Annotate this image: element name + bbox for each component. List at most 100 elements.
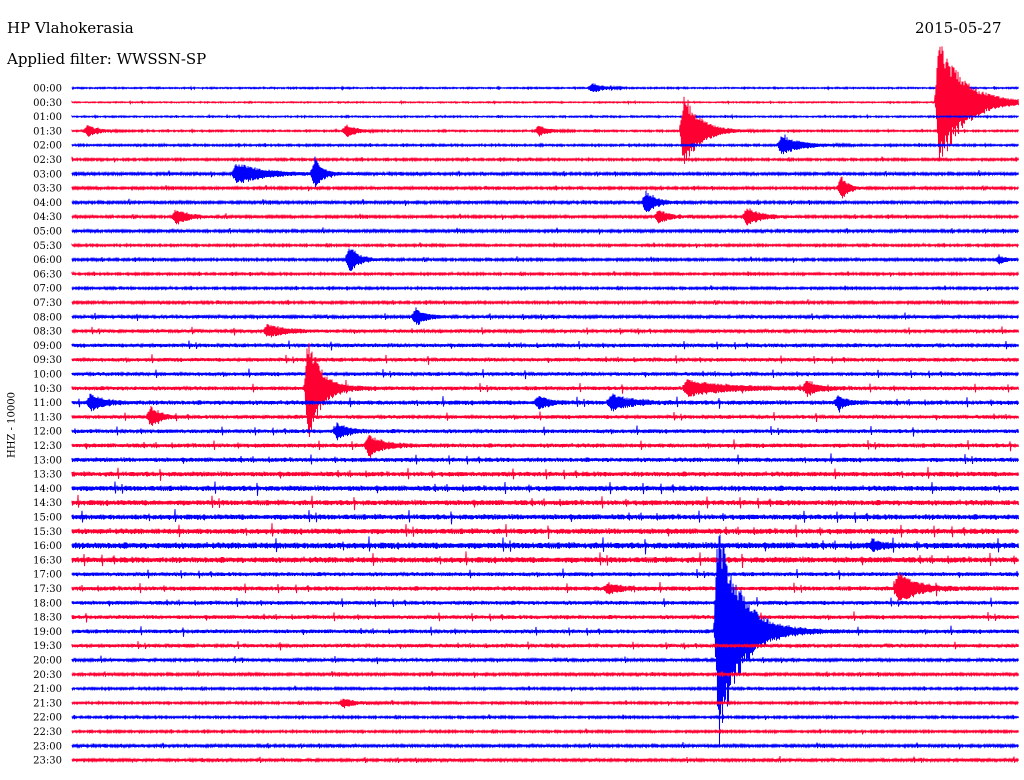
- time-label: 09:30: [33, 355, 62, 366]
- trace-row: [71, 568, 1019, 580]
- time-label: 20:30: [33, 670, 62, 681]
- time-label: 14:00: [33, 484, 62, 495]
- trace-row: [71, 523, 1019, 540]
- time-label: 13:00: [33, 455, 62, 466]
- time-label: 20:00: [33, 656, 62, 667]
- trace-row: [71, 756, 1019, 764]
- trace-row: [71, 536, 1019, 555]
- time-label: 09:00: [33, 341, 62, 352]
- trace-row: [71, 698, 1019, 709]
- trace-row: [71, 227, 1019, 235]
- time-label: 02:00: [33, 141, 62, 152]
- time-label: 07:30: [33, 298, 62, 309]
- time-label: 05:00: [33, 227, 62, 238]
- trace-row: [71, 299, 1019, 306]
- trace-row: [71, 742, 1019, 750]
- trace-row: [71, 340, 1019, 351]
- time-label: 01:30: [33, 126, 62, 137]
- time-label: 10:30: [33, 384, 62, 395]
- filter-label: Applied filter: WWSSN-SP: [7, 50, 207, 68]
- time-label: 00:30: [33, 98, 62, 109]
- time-label: 08:30: [33, 327, 62, 338]
- time-label: 01:00: [33, 112, 62, 123]
- time-label: 05:30: [33, 241, 62, 252]
- time-label: 16:00: [33, 541, 62, 552]
- trace-row: [71, 242, 1019, 249]
- trace-row: [71, 685, 1019, 692]
- trace-row: [71, 728, 1019, 735]
- trace-row: [71, 655, 1019, 665]
- trace-row: [71, 248, 1019, 271]
- trace-row: [71, 342, 1019, 438]
- time-label: 00:00: [33, 84, 62, 95]
- time-label: 17:30: [33, 584, 62, 595]
- time-label: 04:30: [33, 212, 62, 223]
- date-label: 2015-05-27: [915, 19, 1002, 37]
- time-label: 23:00: [33, 741, 62, 752]
- trace-row: [71, 406, 1019, 426]
- time-label: 23:30: [33, 756, 62, 767]
- time-label: 17:00: [33, 570, 62, 581]
- trace-row: [71, 534, 1019, 745]
- trace-row: [71, 270, 1019, 277]
- time-label: 18:00: [33, 598, 62, 609]
- trace-row: [71, 466, 1019, 481]
- trace-row: [71, 113, 1019, 120]
- trace-row: [71, 46, 1019, 162]
- time-label: 03:00: [33, 169, 62, 180]
- time-label: 22:00: [33, 713, 62, 724]
- trace-row: [71, 597, 1019, 607]
- time-label: 19:30: [33, 641, 62, 652]
- trace-row: [71, 572, 1019, 601]
- trace-row: [71, 435, 1019, 458]
- time-label: 14:30: [33, 498, 62, 509]
- trace-row: [71, 176, 1019, 199]
- trace-row: [71, 284, 1019, 292]
- time-label: 13:30: [33, 470, 62, 481]
- trace-row: [71, 453, 1019, 465]
- time-label: 19:00: [33, 627, 62, 638]
- trace-row: [71, 134, 1019, 155]
- trace-row: [71, 368, 1019, 380]
- trace-row: [71, 354, 1019, 365]
- trace-row: [71, 324, 1019, 338]
- trace-row: [71, 307, 1019, 326]
- trace-row: [71, 551, 1019, 569]
- time-label: 06:00: [33, 255, 62, 266]
- trace-row: [71, 481, 1019, 496]
- time-label: 21:30: [33, 698, 62, 709]
- time-label: 22:30: [33, 727, 62, 738]
- time-label: 12:00: [33, 427, 62, 438]
- trace-row: [71, 670, 1019, 678]
- trace-row: [71, 713, 1019, 721]
- time-label: 18:30: [33, 613, 62, 624]
- time-label: 21:00: [33, 684, 62, 695]
- time-label: 03:30: [33, 184, 62, 195]
- trace-row: [71, 156, 1019, 188]
- trace-row: [71, 494, 1019, 511]
- time-label: 08:00: [33, 312, 62, 323]
- time-label: 11:30: [33, 412, 62, 423]
- time-label: 11:00: [33, 398, 62, 409]
- trace-row: [71, 641, 1019, 651]
- time-label: 02:30: [33, 155, 62, 166]
- trace-row: [71, 190, 1019, 213]
- time-label: 10:00: [33, 370, 62, 381]
- time-label: 06:30: [33, 269, 62, 280]
- time-label: 07:00: [33, 284, 62, 295]
- time-label: 15:00: [33, 513, 62, 524]
- trace-row: [71, 156, 1019, 163]
- trace-row: [71, 509, 1019, 525]
- station-title: HP Vlahokerasia: [7, 19, 134, 37]
- trace-row: [71, 393, 1019, 413]
- time-label: 04:00: [33, 198, 62, 209]
- time-label: 16:30: [33, 555, 62, 566]
- trace-row: [71, 83, 1019, 92]
- time-label: 15:30: [33, 527, 62, 538]
- trace-row: [71, 611, 1019, 623]
- trace-row: [71, 422, 1019, 441]
- time-label: 12:30: [33, 441, 62, 452]
- trace-row: [71, 96, 1019, 164]
- trace-row: [71, 208, 1019, 226]
